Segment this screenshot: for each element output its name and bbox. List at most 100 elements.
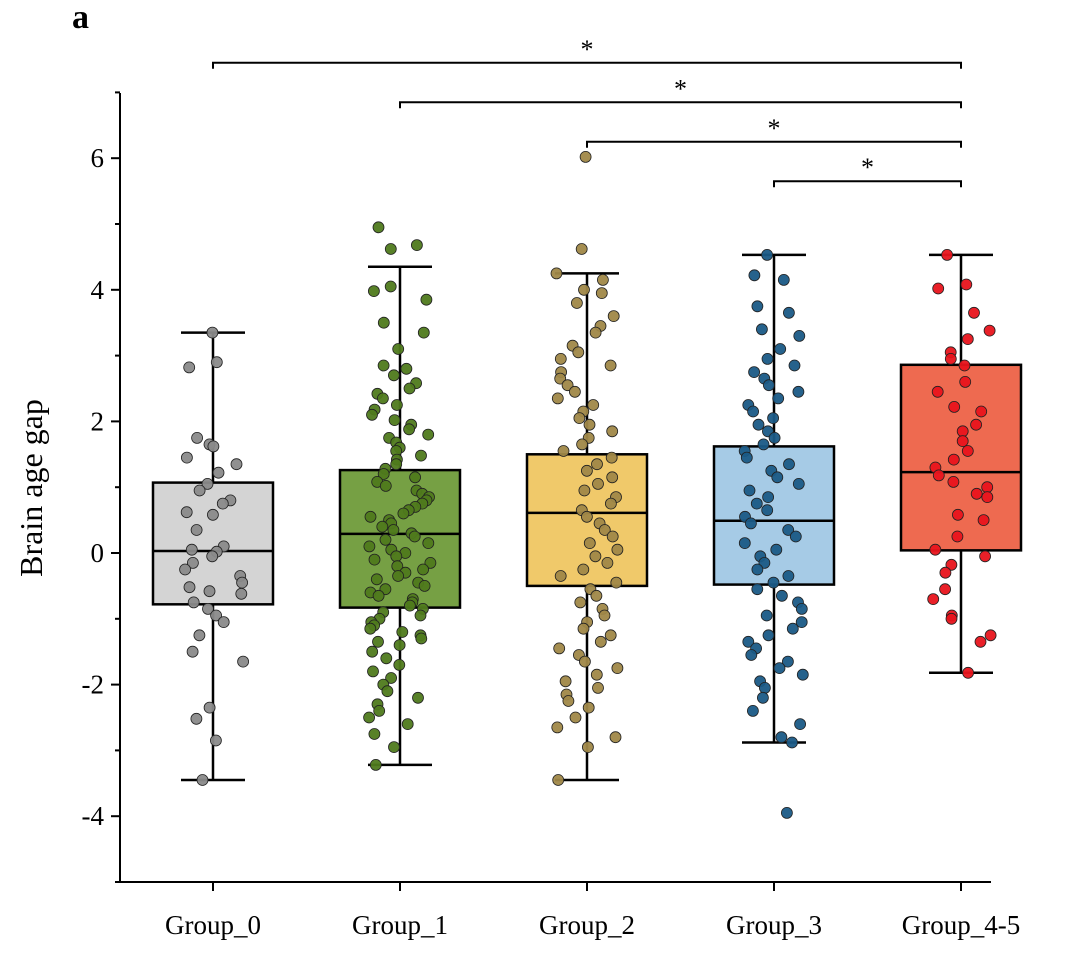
data-point	[796, 668, 809, 681]
data-point	[185, 543, 198, 556]
data-point	[571, 297, 583, 309]
data-point	[607, 310, 620, 323]
significance-label: *	[861, 153, 874, 182]
data-point	[554, 570, 567, 582]
data-point	[604, 629, 617, 642]
data-point	[424, 557, 437, 569]
data-point	[960, 278, 973, 291]
box-group_3	[712, 253, 836, 744]
data-point	[581, 510, 593, 523]
data-point	[237, 655, 250, 668]
data-point	[611, 662, 624, 674]
axes: -4 -2 0 2 4 6 Group_0 Group_1 Group_2 Group_3 Grou…	[82, 91, 1020, 940]
data-point	[387, 524, 400, 536]
data-point	[190, 524, 203, 536]
data-point	[372, 589, 385, 602]
data-point	[598, 609, 611, 622]
data-point	[212, 466, 225, 479]
bracket-line	[399, 101, 962, 109]
data-point	[557, 445, 570, 457]
data-point	[183, 361, 196, 374]
data-point	[561, 379, 574, 392]
data-point	[762, 491, 774, 504]
data-point	[369, 759, 382, 771]
bracket: *	[399, 74, 962, 109]
points-group_3	[738, 248, 809, 819]
data-point	[409, 471, 422, 484]
data-point	[747, 405, 759, 418]
data-point	[761, 248, 773, 261]
data-point	[193, 629, 206, 642]
data-point	[384, 243, 397, 255]
data-point	[757, 438, 770, 451]
data-point	[747, 705, 759, 717]
data-point	[551, 721, 564, 734]
data-point	[775, 731, 788, 744]
data-point	[403, 382, 416, 395]
data-point	[786, 622, 799, 635]
data-point	[422, 537, 435, 549]
points-group_4-5	[927, 248, 997, 679]
points-group_0	[179, 326, 250, 786]
data-point	[961, 333, 974, 346]
y-tick-label: 6	[91, 143, 105, 173]
x-tick-label: Group_2	[539, 910, 635, 940]
data-point	[379, 533, 392, 546]
data-point	[748, 269, 761, 282]
data-point	[759, 682, 771, 694]
data-point	[789, 530, 802, 543]
x-tick-label: Group_4-5	[902, 910, 1020, 940]
data-point	[611, 543, 624, 556]
iqr-box	[151, 481, 275, 606]
data-point	[180, 451, 193, 464]
data-point	[236, 576, 249, 589]
data-point	[390, 458, 403, 471]
data-point	[364, 510, 377, 523]
data-point	[572, 346, 585, 359]
data-point	[979, 550, 991, 563]
data-point	[939, 583, 951, 596]
data-point	[562, 695, 575, 707]
data-point	[388, 414, 401, 427]
data-point	[929, 543, 942, 556]
data-point	[577, 563, 590, 576]
data-point	[403, 599, 416, 612]
data-point	[742, 635, 755, 648]
data-point	[217, 616, 230, 628]
data-point	[743, 484, 756, 497]
data-point	[401, 718, 414, 730]
data-point	[792, 385, 805, 398]
data-point	[583, 418, 596, 431]
data-point	[772, 392, 785, 405]
data-point	[745, 649, 758, 661]
data-point	[366, 645, 379, 658]
data-point	[605, 451, 618, 464]
data-point	[418, 580, 431, 592]
data-point	[206, 550, 219, 563]
data-point	[387, 369, 400, 382]
data-point	[420, 293, 433, 306]
data-point	[598, 524, 611, 536]
data-point	[422, 428, 435, 441]
data-point	[751, 563, 764, 576]
data-point	[587, 399, 600, 411]
data-point	[582, 741, 594, 753]
data-point	[417, 563, 430, 576]
data-point	[209, 734, 222, 747]
significance-brackets: * * * *	[212, 35, 962, 188]
data-point	[594, 635, 607, 648]
data-point	[183, 581, 196, 594]
data-point	[412, 691, 424, 704]
data-point	[970, 418, 982, 431]
data-point	[604, 359, 617, 372]
data-point	[781, 807, 793, 819]
x-tick-label: Group_3	[726, 910, 822, 940]
data-point	[782, 524, 795, 536]
data-point	[553, 642, 566, 655]
data-point	[384, 280, 397, 293]
data-point	[761, 352, 774, 365]
data-point	[201, 477, 214, 490]
data-point	[381, 685, 394, 698]
data-point	[767, 412, 779, 425]
